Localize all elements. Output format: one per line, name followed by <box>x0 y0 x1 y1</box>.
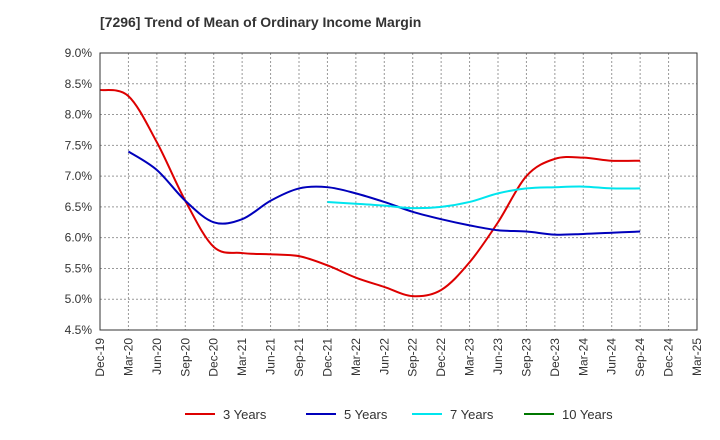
legend-label-2: 7 Years <box>450 407 494 422</box>
x-tick-label: Mar-22 <box>349 338 363 376</box>
series-lines <box>99 88 641 298</box>
y-tick-label: 4.5% <box>65 323 93 337</box>
y-tick-label: 7.5% <box>65 138 93 152</box>
x-tick-label: Mar-20 <box>121 338 135 376</box>
y-tick-label: 7.0% <box>65 169 93 183</box>
y-tick-label: 6.5% <box>65 200 93 214</box>
x-tick-label: Dec-21 <box>320 338 334 377</box>
series-line-1 <box>127 150 641 236</box>
x-tick-label: Dec-22 <box>434 338 448 377</box>
x-tick-label: Sep-24 <box>633 338 647 377</box>
y-tick-label: 8.5% <box>65 77 93 91</box>
series-line-0 <box>99 88 641 298</box>
y-tick-label: 8.0% <box>65 108 93 122</box>
x-tick-label: Jun-22 <box>377 338 391 375</box>
x-tick-label: Sep-23 <box>519 338 533 377</box>
y-tick-label: 5.0% <box>65 292 93 306</box>
y-tick-label: 5.5% <box>65 261 93 275</box>
series-line-2 <box>327 185 641 210</box>
chart-title: [7296] Trend of Mean of Ordinary Income … <box>100 14 422 30</box>
y-tick-label: 6.0% <box>65 231 93 245</box>
legend-label-3: 10 Years <box>562 407 613 422</box>
x-tick-label: Jun-21 <box>264 338 278 375</box>
x-tick-label: Dec-20 <box>207 338 221 377</box>
x-axis-tick-labels: Dec-19 Mar-20 Jun-20 Sep-20 Dec-20 Mar-21 Jun-… <box>93 338 704 377</box>
x-tick-label: Jun-24 <box>605 338 619 375</box>
x-tick-label: Dec-23 <box>548 338 562 377</box>
x-tick-label: Sep-20 <box>178 338 192 377</box>
x-tick-label: Mar-23 <box>463 338 477 376</box>
grid <box>100 53 697 330</box>
x-tick-label: Jun-20 <box>150 338 164 375</box>
x-tick-label: Sep-21 <box>292 338 306 377</box>
legend-label-0: 3 Years <box>223 407 267 422</box>
y-axis-tick-labels: 4.5% 5.0% 5.5% 6.0% 6.5% 7.0% 7.5% 8.0% 8.5% 9.0% <box>65 46 93 337</box>
y-tick-label: 9.0% <box>65 46 93 60</box>
x-tick-label: Mar-25 <box>690 338 704 376</box>
x-tick-label: Dec-19 <box>93 338 107 377</box>
x-tick-label: Mar-24 <box>576 338 590 376</box>
x-tick-label: Sep-22 <box>406 338 420 377</box>
x-tick-label: Jun-23 <box>491 338 505 375</box>
plot-frame <box>99 52 698 331</box>
x-tick-label: Mar-21 <box>235 338 249 376</box>
x-tick-label: Dec-24 <box>662 338 676 377</box>
legend: 3 Years 5 Years 7 Years 10 Years <box>185 407 613 422</box>
legend-label-1: 5 Years <box>344 407 388 422</box>
